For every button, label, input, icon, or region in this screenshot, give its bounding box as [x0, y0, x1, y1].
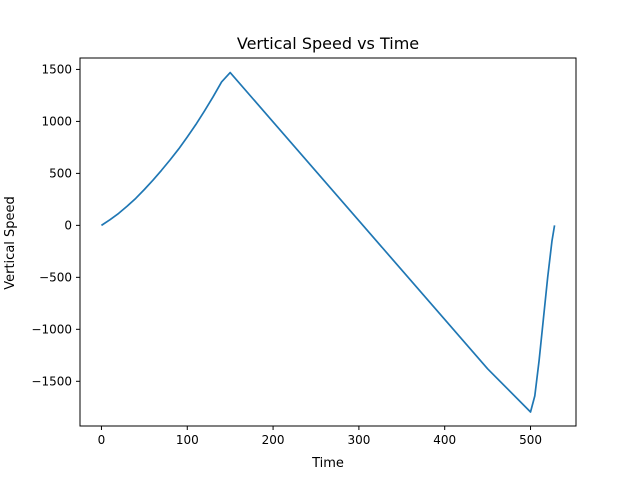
- y-axis-label: Vertical Speed: [3, 196, 18, 290]
- x-tick-label: 100: [176, 433, 199, 447]
- chart-title: Vertical Speed vs Time: [237, 34, 419, 53]
- x-tick-label: 500: [519, 433, 542, 447]
- y-axis: 1500 1000 500 0 −500 −1000 −1500: [31, 62, 80, 388]
- y-tick-label: 500: [49, 166, 72, 180]
- x-axis-label: Time: [311, 456, 344, 471]
- x-axis: 0 100 200 300 400 500: [98, 426, 542, 447]
- x-tick-label: 200: [262, 433, 285, 447]
- y-tick-label: 0: [64, 218, 72, 232]
- x-tick-label: 400: [433, 433, 456, 447]
- plot-area: [79, 57, 577, 427]
- y-tick-label: −1500: [31, 374, 72, 388]
- y-tick-label: −500: [39, 270, 72, 284]
- series-line: [100, 71, 556, 413]
- plot-frame: [79, 57, 577, 427]
- y-tick-label: 1000: [41, 114, 72, 128]
- y-tick-label: 1500: [41, 62, 72, 76]
- x-tick-label: 300: [347, 433, 370, 447]
- x-tick-label: 0: [98, 433, 106, 447]
- y-tick-label: −1000: [31, 322, 72, 336]
